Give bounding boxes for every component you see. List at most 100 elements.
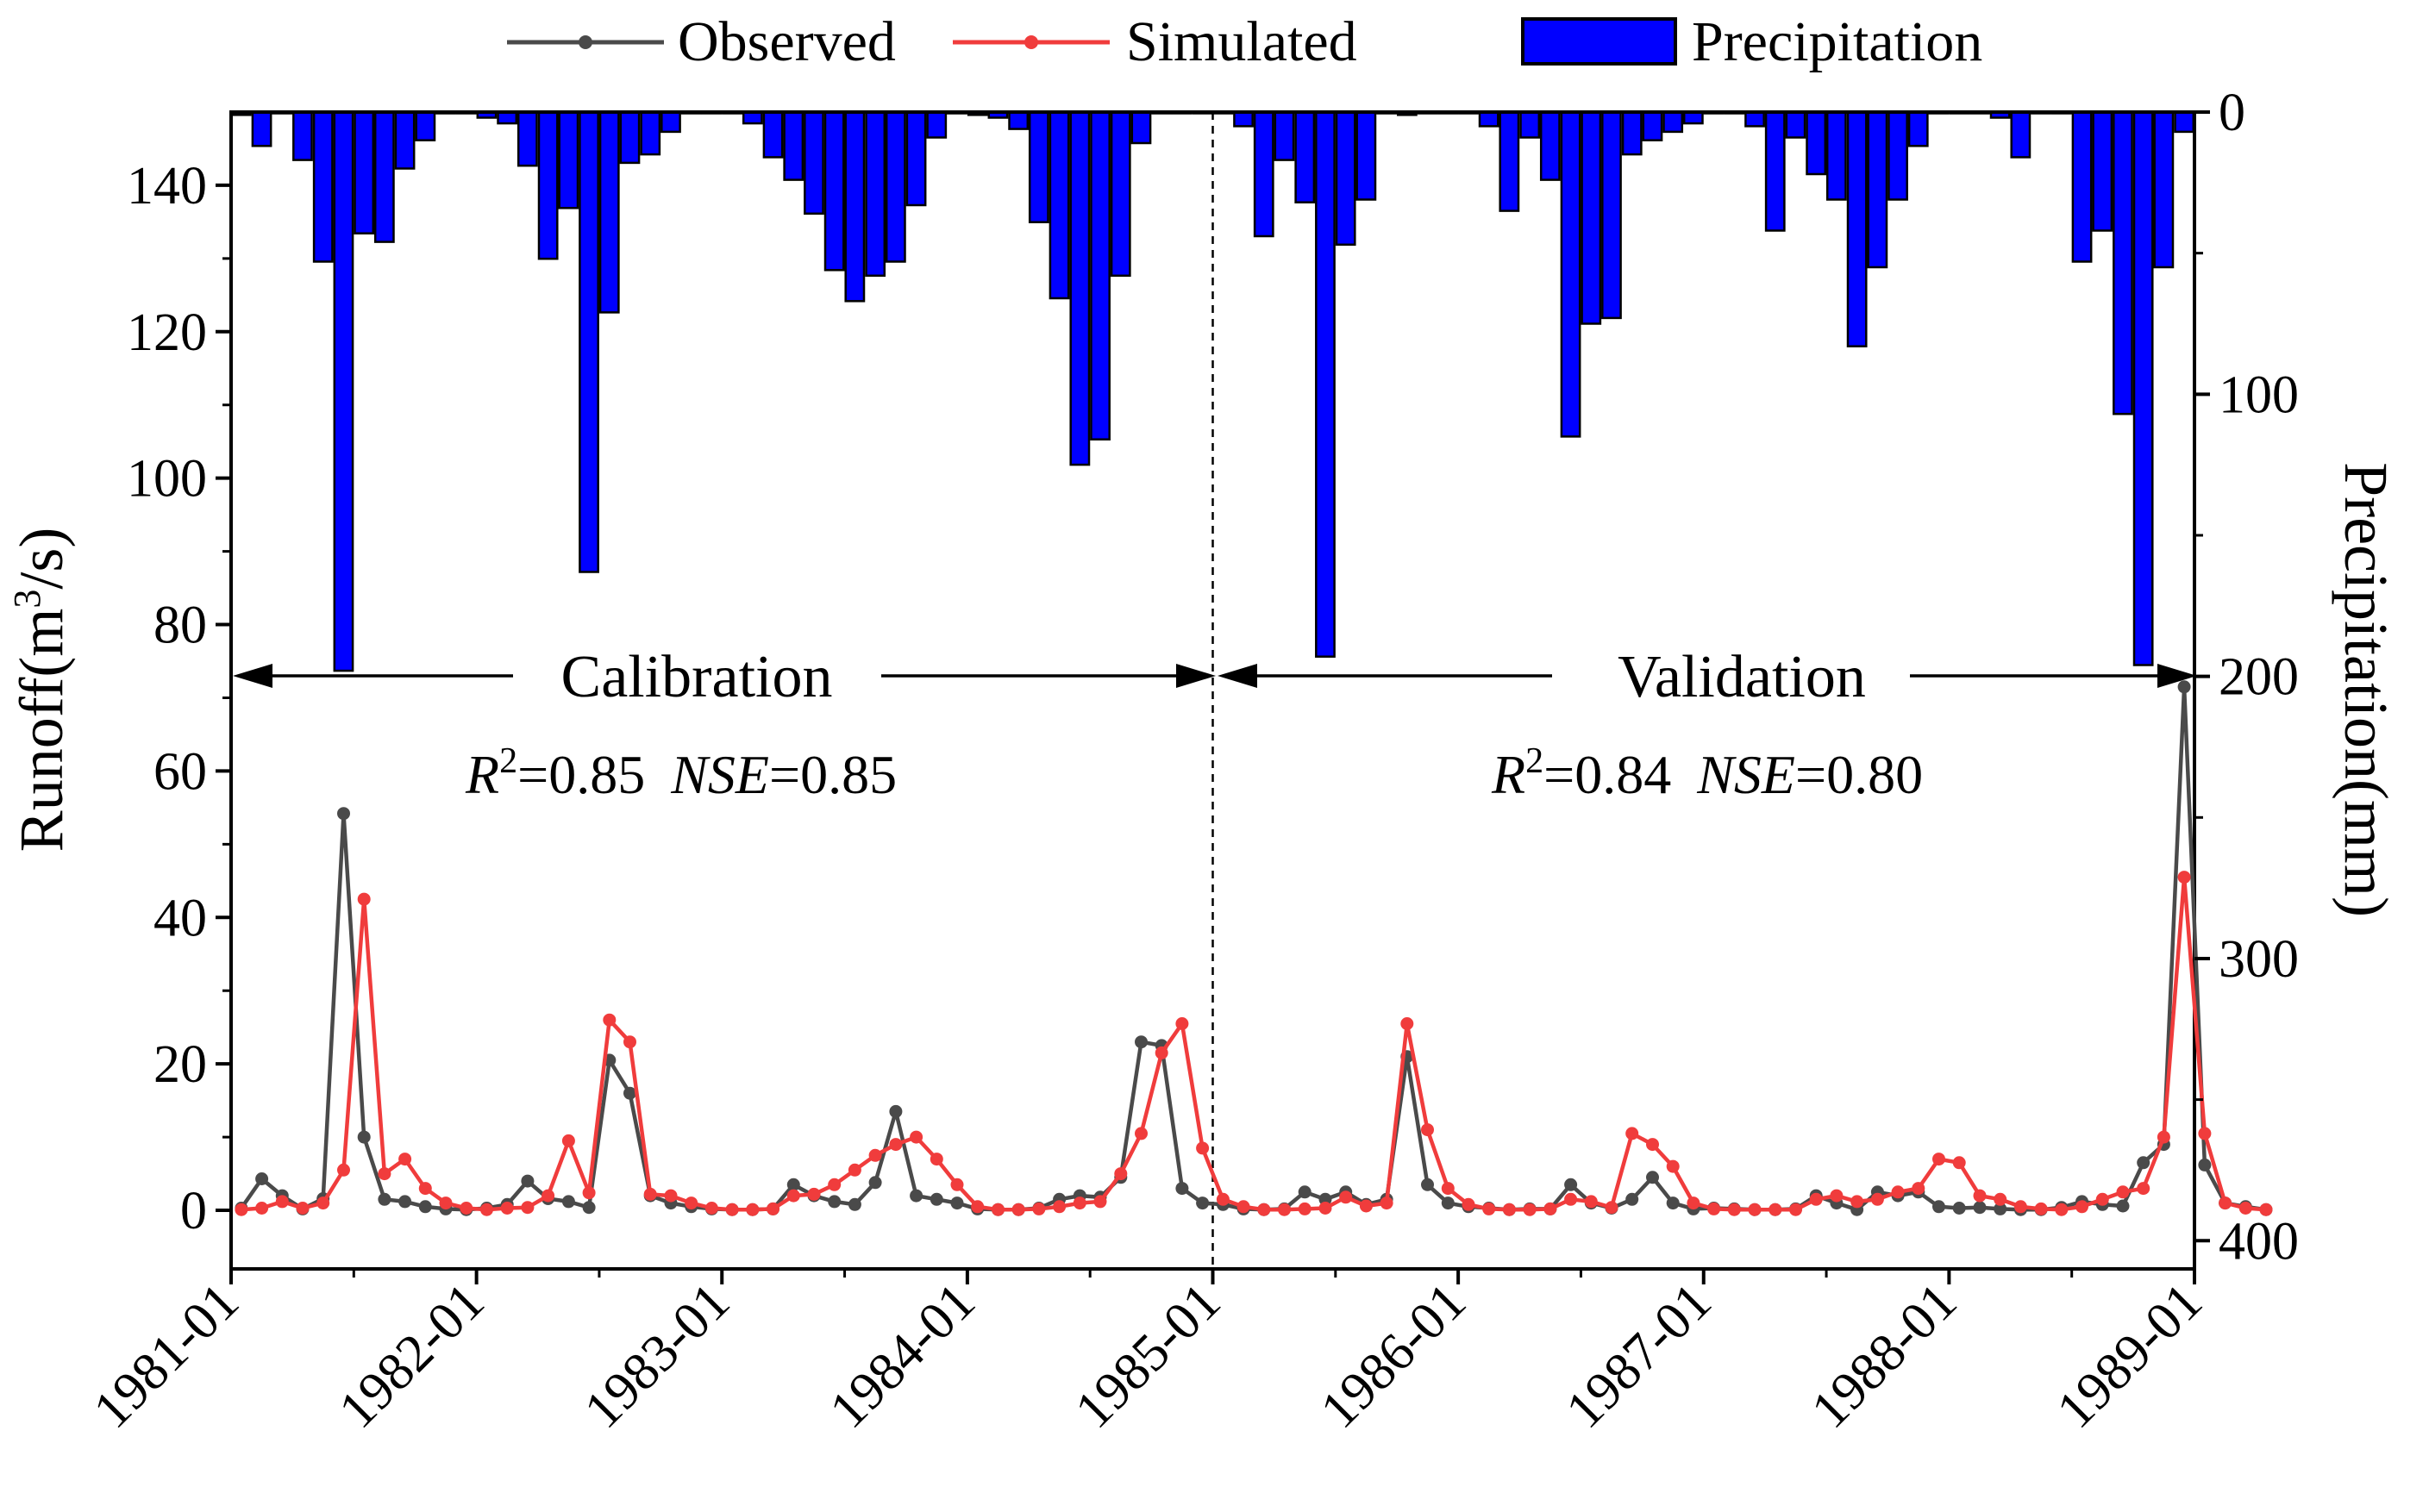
precip-bar (1744, 110, 1765, 128)
simulated-point (2034, 1202, 2048, 1215)
simulated-point (1400, 1017, 1414, 1030)
legend-simulated: Simulated (953, 10, 1357, 73)
observed-point (910, 1189, 923, 1203)
left-tick-label: 140 (127, 157, 207, 216)
simulated-point (316, 1196, 330, 1210)
simulated-point (1809, 1192, 1823, 1206)
simulated-point (500, 1202, 514, 1215)
simulated-point (1421, 1123, 1434, 1137)
simulated-point (521, 1201, 535, 1215)
simulated-point (1359, 1199, 1373, 1213)
precip-bar (1825, 110, 1847, 201)
simulated-point (418, 1182, 432, 1196)
validation-arrow: Validation (1218, 644, 2197, 710)
left-tick-label: 100 (127, 450, 207, 509)
simulated-point (2137, 1182, 2150, 1196)
simulated-point (1870, 1192, 1884, 1206)
simulated-point (2219, 1196, 2232, 1210)
precip-bar (1028, 110, 1049, 223)
precip-bar (1274, 110, 1295, 161)
precip-bar (619, 110, 641, 165)
validation-label: Validation (1618, 644, 1866, 710)
simulated-point (582, 1186, 596, 1200)
simulated-point (1073, 1196, 1086, 1210)
simulated-point (1032, 1202, 1046, 1215)
right-tick-label: 0 (2219, 84, 2245, 142)
precip-bar (1069, 110, 1091, 466)
precip-bar (2010, 110, 2031, 159)
observed-point (378, 1192, 391, 1206)
x-tick-label: 1988-01 (1800, 1272, 1968, 1440)
simulated-point (950, 1178, 964, 1191)
simulated-point (889, 1138, 903, 1152)
simulated-point (378, 1167, 391, 1181)
precip-bar (1335, 110, 1356, 247)
x-tick-label: 1989-01 (2046, 1272, 2213, 1440)
x-tick-label: 1984-01 (819, 1272, 986, 1440)
simulated-point (1727, 1203, 1741, 1216)
precip-bar (1008, 110, 1030, 130)
precip-bar (1887, 110, 1908, 201)
simulated-point (561, 1134, 575, 1147)
precip-bar (1581, 110, 1602, 325)
precip-bar (598, 110, 620, 314)
simulated-point (275, 1195, 289, 1209)
observed-point (255, 1172, 269, 1185)
observed-point (418, 1200, 432, 1214)
precip-bar (415, 110, 436, 141)
x-axis: 1981-01 1982-01 1983-01 1984-01 1985-01 1986-… (83, 1269, 2213, 1440)
simulated-point (1482, 1202, 1496, 1215)
observed-point (1135, 1035, 1148, 1049)
simulated-point (1891, 1185, 1905, 1199)
precip-bar (1499, 110, 1520, 212)
precip-bar (1090, 110, 1111, 440)
right-tick-label: 200 (2219, 648, 2299, 707)
right-tick-label: 400 (2219, 1212, 2299, 1271)
left-tick-label: 20 (153, 1035, 207, 1094)
simulated-point (2055, 1203, 2069, 1216)
simulated-point (623, 1035, 636, 1049)
simulated-point (1135, 1127, 1148, 1140)
simulated-point (1830, 1189, 1844, 1203)
observed-point (1564, 1178, 1578, 1191)
calibration-metrics: R2=0.85 NSE=0.85 (465, 741, 897, 805)
observed-point (398, 1195, 412, 1209)
simulated-point (357, 892, 371, 906)
precip-bar (2113, 110, 2133, 415)
left-tick-label: 80 (153, 597, 207, 655)
precip-bar (251, 110, 272, 147)
precip-bar (823, 110, 845, 272)
left-tick-label: 60 (153, 742, 207, 801)
simulated-point (1175, 1017, 1189, 1030)
precip-bar (1764, 110, 1786, 232)
simulated-point (2177, 871, 2191, 884)
simulated-point (2157, 1130, 2170, 1144)
simulated-point (1769, 1203, 1782, 1216)
simulated-point (1114, 1167, 1128, 1181)
left-axis-title: Runoff(m3/s) (6, 528, 76, 853)
precip-bar (394, 110, 416, 170)
simulated-point (786, 1189, 800, 1203)
simulated-point (1605, 1201, 1618, 1215)
observed-point (1175, 1182, 1189, 1196)
precip-bar (804, 110, 824, 216)
right-axis-title: Precipitation(mm) (2332, 462, 2401, 917)
simulated-point (1236, 1200, 1250, 1214)
simulated-point (296, 1202, 310, 1215)
precip-bar (537, 110, 559, 260)
series-lines (235, 680, 2273, 1216)
legend-precipitation: Precipitation (1521, 10, 1982, 73)
left-tick-label: 40 (153, 889, 207, 947)
simulated-point (337, 1163, 350, 1177)
observed-point (1666, 1196, 1680, 1210)
simulated-point (2095, 1192, 2109, 1206)
precip-bar (885, 110, 906, 263)
simulated-point (1707, 1202, 1721, 1215)
simulated-point (1093, 1195, 1107, 1209)
right-tick-label: 100 (2219, 366, 2299, 424)
observed-point (1973, 1201, 1987, 1215)
precip-bar (1110, 110, 1131, 278)
precip-bar (1867, 110, 1888, 269)
simulated-point (1994, 1192, 2007, 1206)
